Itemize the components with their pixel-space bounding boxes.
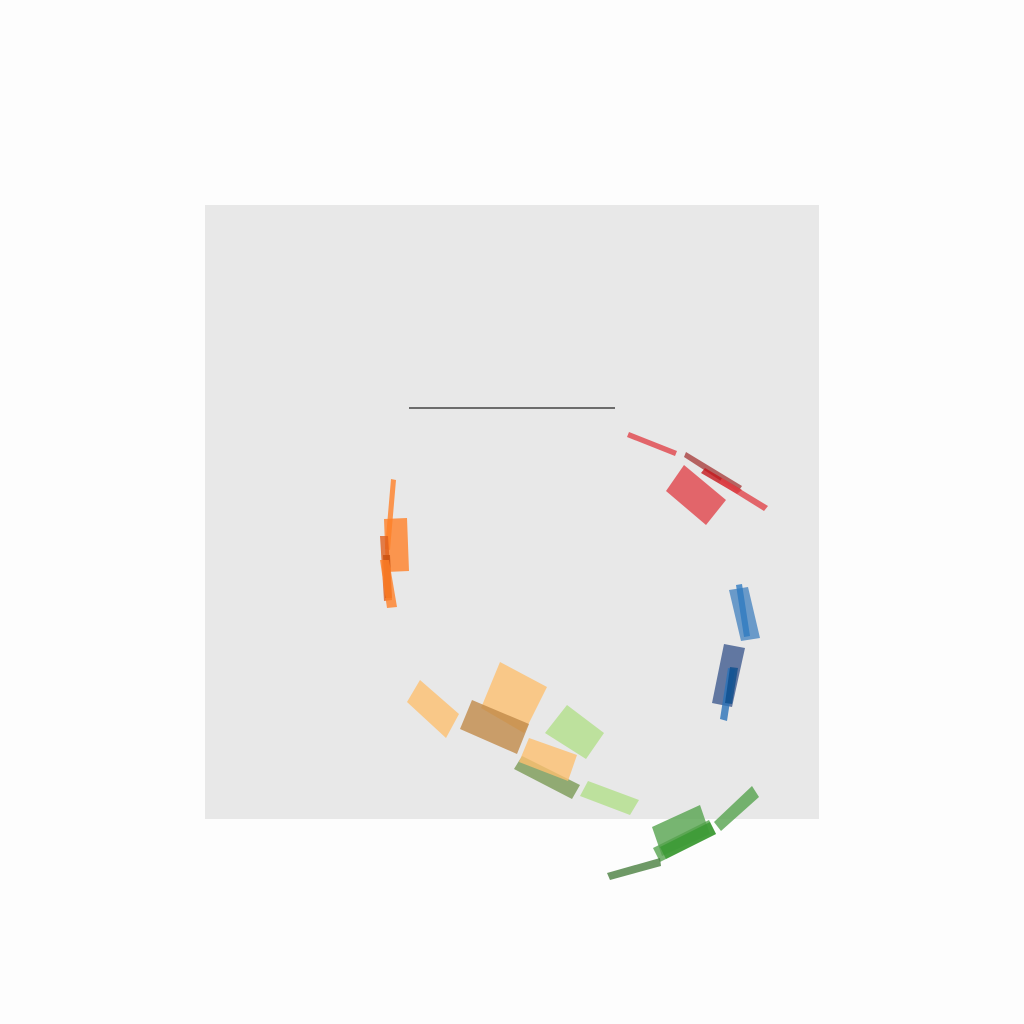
red-segment (719, 478, 768, 511)
red-segment (627, 432, 677, 456)
segment-group-red (627, 432, 768, 525)
light-green-segment (580, 781, 639, 815)
green-segment (714, 786, 759, 831)
segment-group-light-orange (407, 662, 577, 781)
olive-segment (514, 756, 580, 799)
segment-layer (380, 432, 768, 880)
red-segment (666, 465, 726, 525)
segment-group-blue (712, 584, 760, 721)
light-orange-segment (407, 680, 459, 738)
blue-segment (736, 584, 750, 637)
light-orange-segment (519, 738, 577, 781)
orange-segment (384, 518, 409, 572)
segment-group-olive (514, 756, 580, 799)
segment-group-green (607, 786, 759, 880)
light-orange-segment (460, 700, 529, 754)
segment-group-light-green (545, 705, 639, 815)
green-segment (607, 858, 661, 880)
light-green-segment (545, 705, 604, 759)
green-segment (660, 822, 716, 859)
blue-segment (725, 667, 738, 704)
orange-segment (380, 560, 397, 608)
segment-group-orange (380, 479, 409, 608)
